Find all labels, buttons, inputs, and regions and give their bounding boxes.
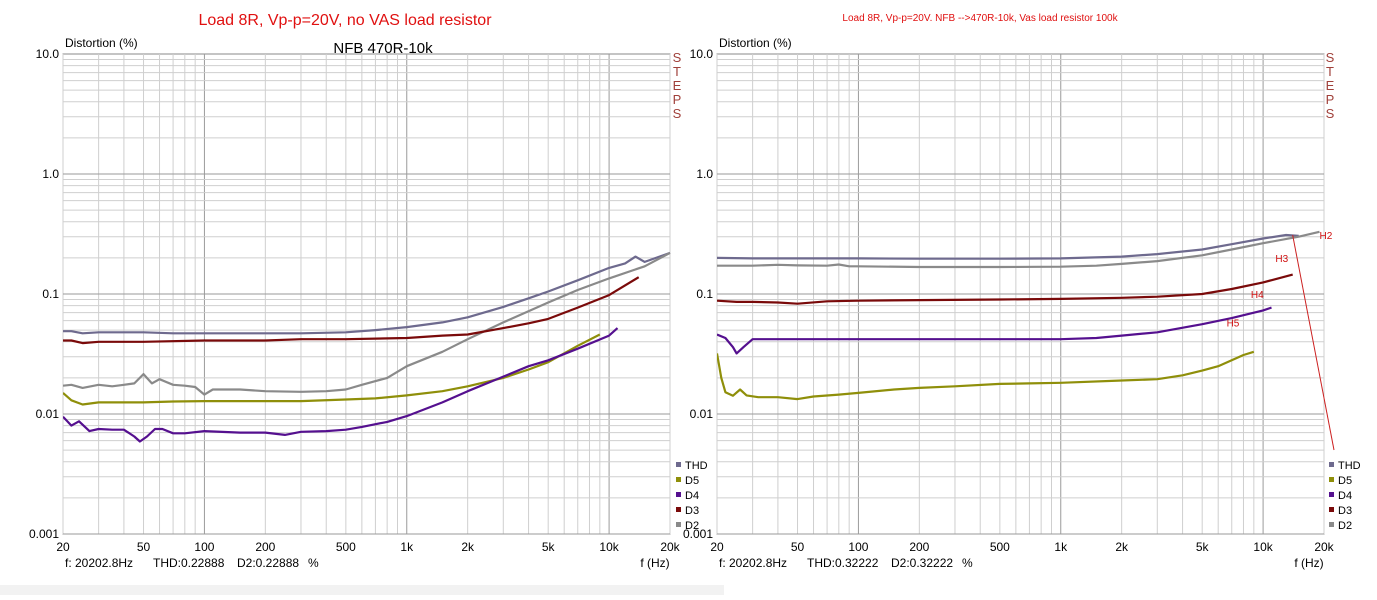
legend-label-d5: D5 [685, 475, 699, 487]
y-tick-label: 1.0 [696, 167, 713, 181]
series-line-d5 [717, 350, 1255, 401]
legend-swatch-d2 [1329, 522, 1334, 527]
legend-swatch-thd [676, 462, 681, 467]
legend-label-thd: THD [685, 460, 708, 472]
readout-thd: THD:0.32222 [807, 556, 879, 570]
x-tick-label: 5k [542, 540, 556, 554]
series-line-d3 [717, 273, 1293, 305]
x-tick-label: 2k [1115, 540, 1129, 554]
x-tick-label: 2k [461, 540, 475, 554]
x-tick-label: 500 [990, 540, 1010, 554]
legend-label-d3: D3 [685, 505, 699, 517]
steps-label-letter[interactable]: S [673, 106, 682, 121]
annotation-h5: H5 [1227, 318, 1240, 329]
legend-swatch-d2 [676, 522, 681, 527]
legend-label-thd: THD [1338, 460, 1361, 472]
x-tick-label: 200 [255, 540, 275, 554]
series-line-d4 [717, 306, 1272, 355]
x-tick-label: 50 [137, 540, 151, 554]
x-tick-label: 10k [1253, 540, 1273, 554]
series-group [717, 230, 1320, 401]
readout-unit: % [962, 556, 973, 570]
legend-swatch-d4 [676, 492, 681, 497]
y-axis-label: Distortion (%) [719, 36, 792, 50]
panel-left-bottom-strip [0, 585, 724, 595]
legend-label-d2: D2 [685, 520, 699, 532]
x-tick-label: 10k [599, 540, 619, 554]
legend-swatch-d5 [676, 477, 681, 482]
chart-title: NFB 470R-10k [333, 40, 433, 57]
y-tick-label: 10.0 [690, 47, 714, 61]
x-tick-label: 20k [1314, 540, 1334, 554]
legend-swatch-d5 [1329, 477, 1334, 482]
legend-label-d2: D2 [1338, 520, 1352, 532]
y-tick-label: 0.01 [690, 407, 714, 421]
x-tick-label: 20 [56, 540, 70, 554]
legend-swatch-d3 [1329, 507, 1334, 512]
y-tick-label: 0.001 [683, 527, 713, 541]
chart-header: Load 8R, Vp-p=20V. NFB -->470R-10k, Vas … [842, 13, 1118, 24]
x-tick-label: 20 [710, 540, 724, 554]
legend: THD D5 D4 D3 D2 [676, 460, 708, 532]
x-tick-label: 200 [909, 540, 929, 554]
readout-frequency: f: 20202.8Hz [65, 556, 133, 570]
series-group [63, 251, 671, 443]
x-tick-label: 100 [194, 540, 214, 554]
readout-unit: % [308, 556, 319, 570]
legend-swatch-thd [1329, 462, 1334, 467]
legend-label-d4: D4 [1338, 490, 1352, 502]
series-line-d5 [63, 333, 601, 406]
steps-label-letter[interactable]: T [1326, 64, 1334, 79]
readout-frequency: f: 20202.8Hz [719, 556, 787, 570]
annotation-h3: H3 [1275, 254, 1288, 265]
steps-label-letter[interactable]: S [1326, 50, 1335, 65]
steps-label-letter[interactable]: S [1326, 106, 1335, 121]
y-tick-label: 10.0 [36, 47, 60, 61]
series-line-d2 [717, 230, 1320, 269]
legend-swatch-d4 [1329, 492, 1334, 497]
legend-label-d4: D4 [685, 490, 699, 502]
chart-header: Load 8R, Vp-p=20V, no VAS load resistor [198, 12, 492, 29]
x-tick-label: 5k [1196, 540, 1210, 554]
x-tick-label: 1k [1054, 540, 1068, 554]
steps-label-letter[interactable]: P [673, 92, 682, 107]
y-axis-label: Distortion (%) [65, 36, 138, 50]
chart-right: Load 8R, Vp-p=20V. NFB -->470R-10k, Vas … [683, 13, 1361, 570]
legend-swatch-d3 [676, 507, 681, 512]
readout-d2: D2:0.32222 [891, 556, 953, 570]
y-tick-label: 0.01 [36, 407, 60, 421]
annotation-leader-line [1292, 234, 1335, 451]
steps-label-letter[interactable]: E [1326, 78, 1335, 93]
x-tick-label: 100 [848, 540, 868, 554]
steps-label-letter[interactable]: E [673, 78, 682, 93]
annotation-h2: H2 [1319, 231, 1332, 242]
steps-label-letter[interactable]: S [673, 50, 682, 65]
steps-label-letter[interactable]: T [673, 64, 681, 79]
x-tick-label: 50 [791, 540, 805, 554]
legend-label-d5: D5 [1338, 475, 1352, 487]
x-tick-label: 20k [660, 540, 680, 554]
y-tick-label: 0.1 [696, 287, 713, 301]
legend-label-d3: D3 [1338, 505, 1352, 517]
y-tick-label: 0.001 [29, 527, 59, 541]
readout-d2: D2:0.22888 [237, 556, 299, 570]
steps-label-letter[interactable]: P [1326, 92, 1335, 107]
series-line-d4 [63, 327, 619, 443]
x-axis-label: f (Hz) [1294, 556, 1323, 570]
readout-thd: THD:0.22888 [153, 556, 225, 570]
x-axis-label: f (Hz) [640, 556, 669, 570]
series-line-d3 [63, 276, 640, 345]
series-line-thd [63, 251, 671, 335]
x-tick-label: 1k [400, 540, 414, 554]
annotation-h4: H4 [1251, 290, 1264, 301]
series-line-thd [717, 233, 1299, 260]
x-tick-label: 500 [336, 540, 356, 554]
y-tick-label: 0.1 [42, 287, 59, 301]
y-tick-label: 1.0 [42, 167, 59, 181]
chart-left: Load 8R, Vp-p=20V, no VAS load resistor N… [29, 12, 708, 570]
legend: THD D5 D4 D3 D2 [1329, 460, 1361, 532]
series-line-d2 [63, 251, 671, 396]
